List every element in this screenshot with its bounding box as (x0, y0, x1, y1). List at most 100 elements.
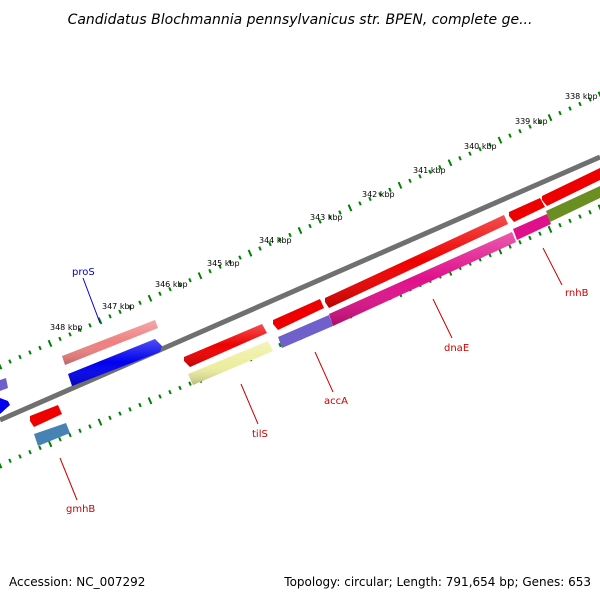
scale-minor-tick (228, 259, 232, 265)
scale-minor-tick (178, 282, 182, 287)
scale-major-tick (547, 225, 553, 234)
scale-minor-tick (88, 323, 92, 328)
scale-minor-tick (468, 151, 472, 156)
gene-feature[interactable] (30, 405, 62, 427)
scale-minor-tick (278, 342, 282, 348)
gene-label-pros[interactable]: proS (72, 267, 95, 278)
scale-minor-tick (328, 214, 332, 220)
scale-label: 340 kbp (464, 142, 497, 151)
scale-minor-tick (338, 210, 342, 215)
genome-backbone (0, 154, 600, 423)
scale-minor-tick (238, 255, 242, 260)
scale-minor-tick (568, 218, 572, 224)
map-title: Candidatus Blochmannia pennsylvanicus st… (68, 12, 533, 28)
scale-minor-tick (558, 110, 562, 116)
scale-minor-tick (538, 231, 542, 236)
gene-label-gmhb[interactable]: gmhB (66, 504, 95, 515)
scale-major-tick (0, 462, 3, 469)
gene-feature[interactable] (34, 423, 70, 446)
scale-major-tick (47, 339, 53, 348)
scale-label: 338 kbp (565, 92, 598, 101)
gene-feature[interactable] (273, 299, 324, 330)
scale-minor-tick (38, 445, 42, 451)
scale-minor-tick (138, 300, 142, 305)
gene-feature[interactable] (542, 168, 600, 206)
scale-minor-tick (518, 240, 522, 245)
scale-minor-tick (138, 402, 142, 408)
scale-major-tick (297, 226, 303, 235)
scale-major-tick (247, 249, 253, 257)
scale-minor-tick (78, 428, 82, 433)
scale-minor-tick (428, 169, 432, 175)
scale-minor-tick (558, 222, 562, 228)
feature-shading (62, 215, 516, 386)
scale-label: 339 kbp (515, 117, 548, 126)
scale-minor-tick (508, 133, 512, 138)
scale-minor-tick (408, 178, 412, 184)
gene-feature[interactable] (278, 315, 333, 348)
scale-minor-tick (28, 449, 32, 455)
scale-minor-tick (528, 124, 532, 129)
scale-minor-tick (578, 214, 582, 219)
gene-label-acca[interactable]: accA (324, 396, 348, 407)
scale-major-tick (97, 317, 103, 325)
outer-scale-track (0, 91, 600, 370)
scale-major-tick (0, 363, 3, 370)
scale-minor-tick (128, 305, 132, 310)
scale-minor-tick (28, 350, 32, 355)
scale-minor-tick (258, 246, 262, 251)
scale-minor-tick (278, 237, 282, 242)
scale-minor-tick (58, 336, 62, 342)
scale-minor-tick (158, 394, 162, 399)
scale-label: 341 kbp (413, 166, 446, 175)
scale-minor-tick (568, 106, 572, 111)
accession-label: Accession: NC_007292 (9, 575, 145, 589)
scale-minor-tick (358, 201, 362, 206)
gene-feature[interactable] (0, 378, 8, 391)
scale-minor-tick (588, 210, 592, 215)
gene-label-rnhb[interactable]: rnhB (565, 288, 589, 299)
scale-major-tick (347, 204, 353, 212)
scale-major-tick (447, 159, 453, 167)
gene-feature[interactable] (0, 398, 10, 414)
scale-minor-tick (438, 165, 442, 170)
scale-minor-tick (488, 142, 492, 147)
scale-major-tick (547, 113, 553, 122)
gene-feature[interactable] (546, 186, 600, 222)
scale-minor-tick (208, 268, 212, 274)
scale-minor-tick (518, 128, 522, 134)
gene-feature[interactable] (509, 198, 545, 222)
leader-line (240, 383, 259, 425)
scale-label: 343 kbp (310, 213, 343, 222)
scale-major-tick (497, 136, 503, 144)
scale-minor-tick (18, 454, 22, 459)
scale-minor-tick (188, 277, 192, 283)
scale-minor-tick (578, 101, 582, 107)
scale-minor-tick (388, 187, 392, 193)
scale-label: 348 kbp (50, 323, 83, 332)
scale-labels: 338 kbp 339 kbp 340 kbp 341 kbp 342 kbp … (50, 92, 598, 332)
scale-major-tick (597, 91, 600, 98)
scale-minor-tick (478, 146, 482, 152)
gene-label-tils[interactable]: tilS (252, 429, 268, 440)
gene-feature[interactable] (513, 214, 551, 240)
scale-minor-tick (188, 381, 192, 386)
scale-minor-tick (78, 327, 82, 333)
gene-label-dnae[interactable]: dnaE (444, 343, 469, 354)
scale-minor-tick (168, 389, 172, 395)
reverse-strand-features (30, 186, 600, 446)
scale-minor-tick (118, 411, 122, 416)
scale-minor-tick (538, 119, 542, 125)
scale-minor-tick (318, 219, 322, 224)
scale-minor-tick (528, 235, 532, 241)
scale-minor-tick (8, 458, 12, 463)
gene-labels: proS gmhB tilS accA dnaE rnhB (59, 247, 589, 515)
scale-minor-tick (158, 291, 162, 296)
scale-minor-tick (268, 241, 272, 247)
scale-minor-tick (128, 407, 132, 412)
scale-minor-tick (588, 97, 592, 102)
scale-minor-tick (68, 432, 72, 438)
scale-minor-tick (378, 192, 382, 197)
scale-minor-tick (58, 437, 62, 442)
scale-minor-tick (38, 345, 42, 351)
